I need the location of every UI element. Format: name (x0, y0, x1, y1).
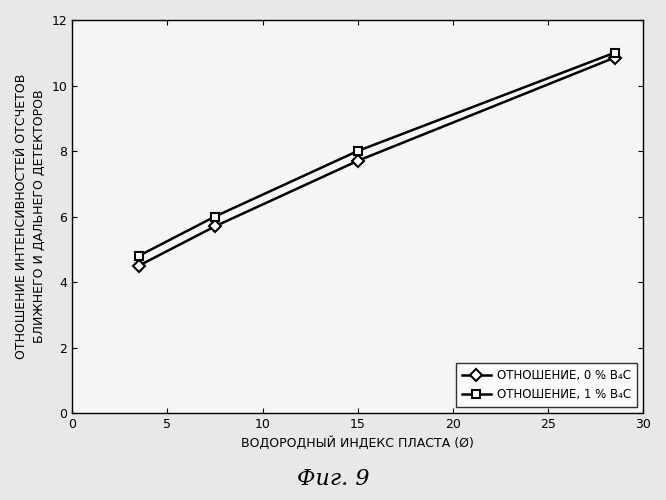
ОТНОШЕНИЕ, 1 % Ḃ₄C (611, 50, 619, 56)
Legend: ОТНОШЕНИЕ, 0 % B₄C, ОТНОШЕНИЕ, 1 % Ḃ₄C: ОТНОШЕНИЕ, 0 % B₄C, ОТНОШЕНИЕ, 1 % Ḃ₄C (456, 364, 637, 407)
Text: Фиг. 9: Фиг. 9 (297, 468, 369, 490)
ОТНОШЕНИЕ, 1 % Ḃ₄C (135, 253, 143, 259)
Line: ОТНОШЕНИЕ, 0 % B₄C: ОТНОШЕНИЕ, 0 % B₄C (135, 54, 619, 270)
ОТНОШЕНИЕ, 1 % Ḃ₄C (354, 148, 362, 154)
ОТНОШЕНИЕ, 0 % B₄C (211, 224, 219, 230)
ОТНОШЕНИЕ, 0 % B₄C (354, 158, 362, 164)
ОТНОШЕНИЕ, 0 % B₄C (611, 54, 619, 60)
Line: ОТНОШЕНИЕ, 1 % Ḃ₄C: ОТНОШЕНИЕ, 1 % Ḃ₄C (135, 48, 619, 260)
X-axis label: ВОДОРОДНЫЙ ИНДЕКС ПЛАСТА (Ø): ВОДОРОДНЫЙ ИНДЕКС ПЛАСТА (Ø) (241, 436, 474, 450)
Y-axis label: ОТНОШЕНИЕ ИНТЕНСИВНОСТЕЙ ОТСЧЕТОВ
БЛИЖНЕГО И ДАЛЬНЕГО ДЕТЕКТОРОВ: ОТНОШЕНИЕ ИНТЕНСИВНОСТЕЙ ОТСЧЕТОВ БЛИЖНЕ… (15, 74, 46, 359)
ОТНОШЕНИЕ, 1 % Ḃ₄C (211, 214, 219, 220)
ОТНОШЕНИЕ, 0 % B₄C (135, 262, 143, 268)
